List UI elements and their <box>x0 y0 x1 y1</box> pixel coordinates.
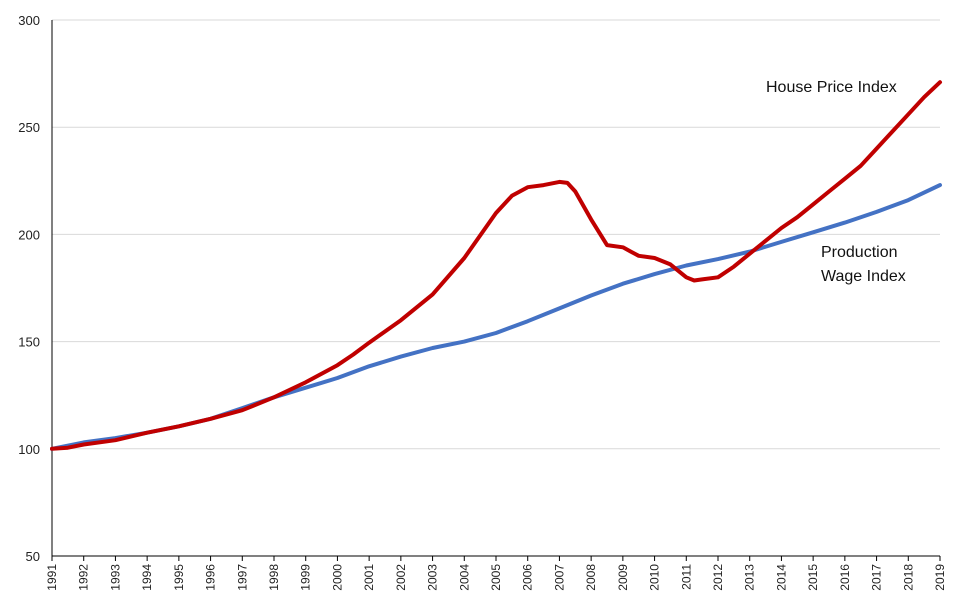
x-tick-label: 2008 <box>584 564 598 591</box>
x-tick-label: 2004 <box>457 564 471 591</box>
x-tick-label: 2019 <box>933 564 947 591</box>
x-axis-ticks: 1991 1992 1993 1994 1995 1996 1997 1998 1999 2000… <box>45 556 947 591</box>
y-tick-label: 150 <box>18 335 40 350</box>
series-label-wage-line2: Wage Index <box>821 268 906 285</box>
y-tick-label: 250 <box>18 120 40 135</box>
x-tick-label: 1999 <box>299 564 313 591</box>
series-label-wage-line1: Production <box>821 244 898 261</box>
series-lines <box>50 80 942 451</box>
x-tick-label: 1995 <box>172 564 186 591</box>
x-tick-label: 2001 <box>362 564 376 591</box>
series-label-house-price: House Price Index <box>766 79 897 96</box>
x-tick-label: 2005 <box>489 564 503 591</box>
x-tick-label: 2014 <box>774 564 788 591</box>
x-tick-label: 2018 <box>901 564 915 591</box>
y-tick-label: 300 <box>18 13 40 28</box>
y-tick-label: 50 <box>26 549 40 564</box>
series-line-production-wage <box>50 183 942 451</box>
x-tick-label: 2012 <box>711 564 725 591</box>
gridlines <box>52 19 940 450</box>
x-tick-label: 2013 <box>743 564 757 591</box>
x-tick-label: 1991 <box>45 564 59 591</box>
y-tick-label: 100 <box>18 442 40 457</box>
x-tick-label: 2006 <box>521 564 535 591</box>
x-tick-label: 1994 <box>140 564 154 591</box>
y-tick-label: 200 <box>18 227 40 242</box>
y-axis-ticks: 50 100 150 200 250 300 <box>18 13 40 564</box>
x-tick-label: 2015 <box>806 564 820 591</box>
x-tick-label: 1992 <box>77 564 91 591</box>
x-tick-label: 2002 <box>394 564 408 591</box>
x-tick-label: 1996 <box>204 564 218 591</box>
x-tick-label: 2016 <box>838 564 852 591</box>
x-tick-label: 1993 <box>108 564 122 591</box>
x-tick-label: 2011 <box>679 564 693 590</box>
x-tick-label: 2007 <box>552 564 566 591</box>
x-tick-label: 1997 <box>235 564 249 591</box>
x-tick-label: 2009 <box>616 564 630 591</box>
series-line-house-price <box>50 80 942 451</box>
x-tick-label: 2003 <box>426 564 440 591</box>
x-tick-label: 2000 <box>330 564 344 591</box>
x-tick-label: 2010 <box>648 564 662 591</box>
x-tick-label: 1998 <box>267 564 281 591</box>
x-tick-label: 2017 <box>870 564 884 591</box>
